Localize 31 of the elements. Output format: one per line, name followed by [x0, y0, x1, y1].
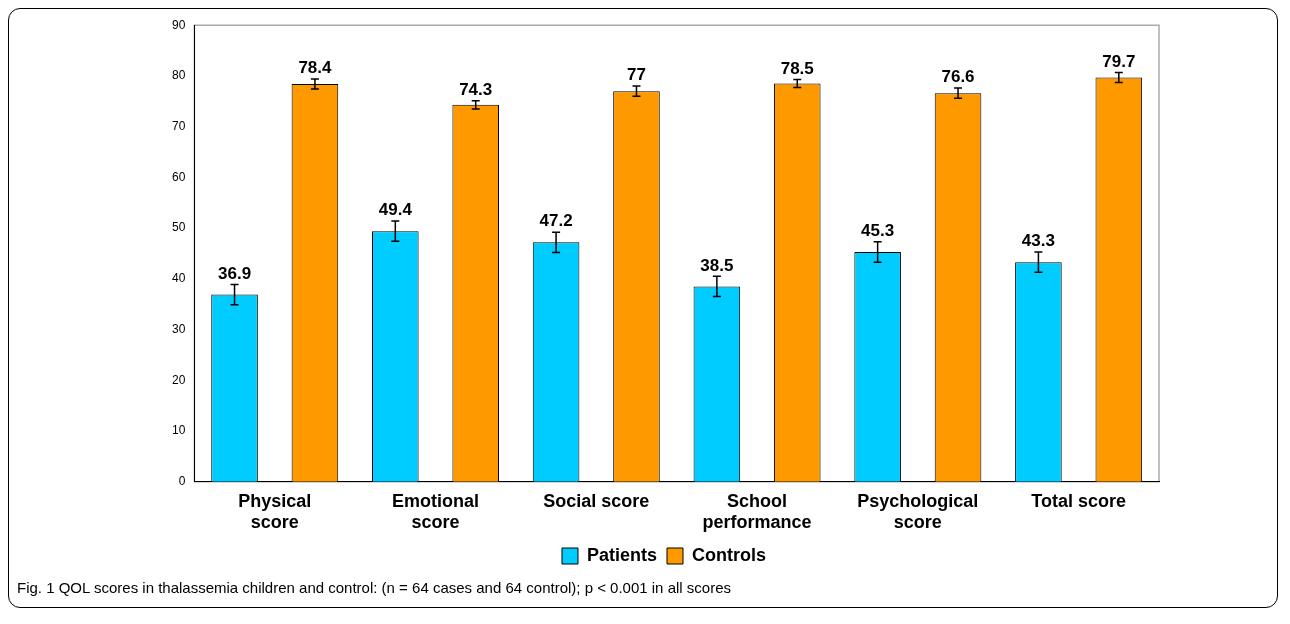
y-tick-label: 30 [171, 321, 186, 336]
data-label: 43.3 [1021, 231, 1055, 251]
y-tick-label: 90 [171, 17, 186, 32]
y-tick-label: 50 [171, 220, 186, 235]
y-tick-label: 80 [171, 68, 186, 83]
caption: Fig. 1 QOL scores in thalassemia children and control: (n = 64 cases and 64 control); p < 0.001 in all scores [17, 579, 731, 596]
y-tick-label: 0 [178, 474, 186, 489]
data-label: 79.7 [1102, 51, 1136, 71]
data-label: 49.4 [378, 200, 413, 220]
legend-label: Controls [692, 544, 767, 565]
y-tick-label: 20 [171, 372, 186, 387]
x-tick-label: School performance [702, 490, 812, 533]
x-tick-label: Total score [1031, 490, 1126, 511]
data-label: 47.2 [539, 211, 573, 231]
data-label: 78.5 [780, 58, 814, 78]
data-label: 78.4 [298, 58, 333, 78]
y-tick-label: 10 [171, 423, 186, 438]
x-tick-label: Physical score [238, 490, 312, 533]
data-label: 77 [627, 65, 646, 85]
y-tick-label: 70 [171, 118, 186, 133]
data-label: 36.9 [217, 263, 252, 283]
y-tick-label: 60 [171, 169, 186, 184]
data-label: 76.6 [941, 67, 975, 87]
y-tick-label: 40 [171, 271, 186, 286]
data-label: 38.5 [700, 255, 734, 275]
x-tick-label: Psychological score [857, 490, 979, 533]
data-label: 74.3 [459, 79, 493, 99]
x-tick-label: Social score [543, 490, 650, 511]
legend-label: Patients [586, 544, 658, 565]
x-tick-label: Emotional score [392, 490, 480, 533]
data-label: 45.3 [861, 221, 895, 241]
